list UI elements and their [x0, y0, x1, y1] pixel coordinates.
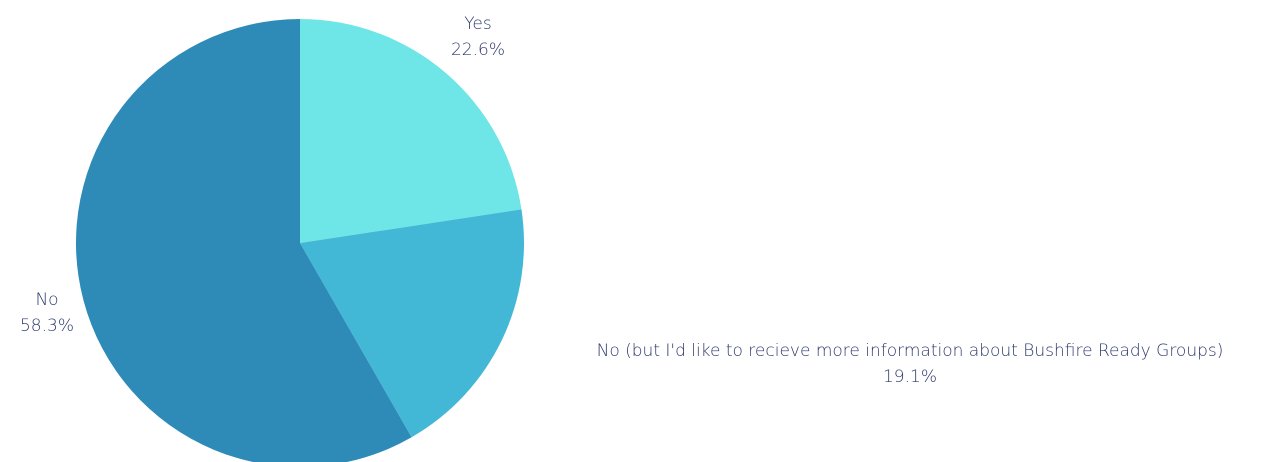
pie-slice-0 [300, 19, 522, 243]
pie-slice-1 [300, 209, 525, 438]
pie-labels: Yes 22.6% No (but I'd like to recieve more… [20, 14, 1223, 387]
slice-label-0: Yes [464, 14, 491, 34]
slice-value-label-2: 58.3% [20, 316, 74, 336]
slice-label-2: No [35, 290, 58, 310]
pie-slices [76, 19, 525, 462]
pie-slice-2 [76, 19, 412, 462]
slice-value-label-1: 19.1% [883, 367, 937, 387]
slice-label-1: No (but I'd like to recieve more informa… [597, 341, 1224, 361]
slice-value-label-0: 22.6% [451, 40, 505, 60]
